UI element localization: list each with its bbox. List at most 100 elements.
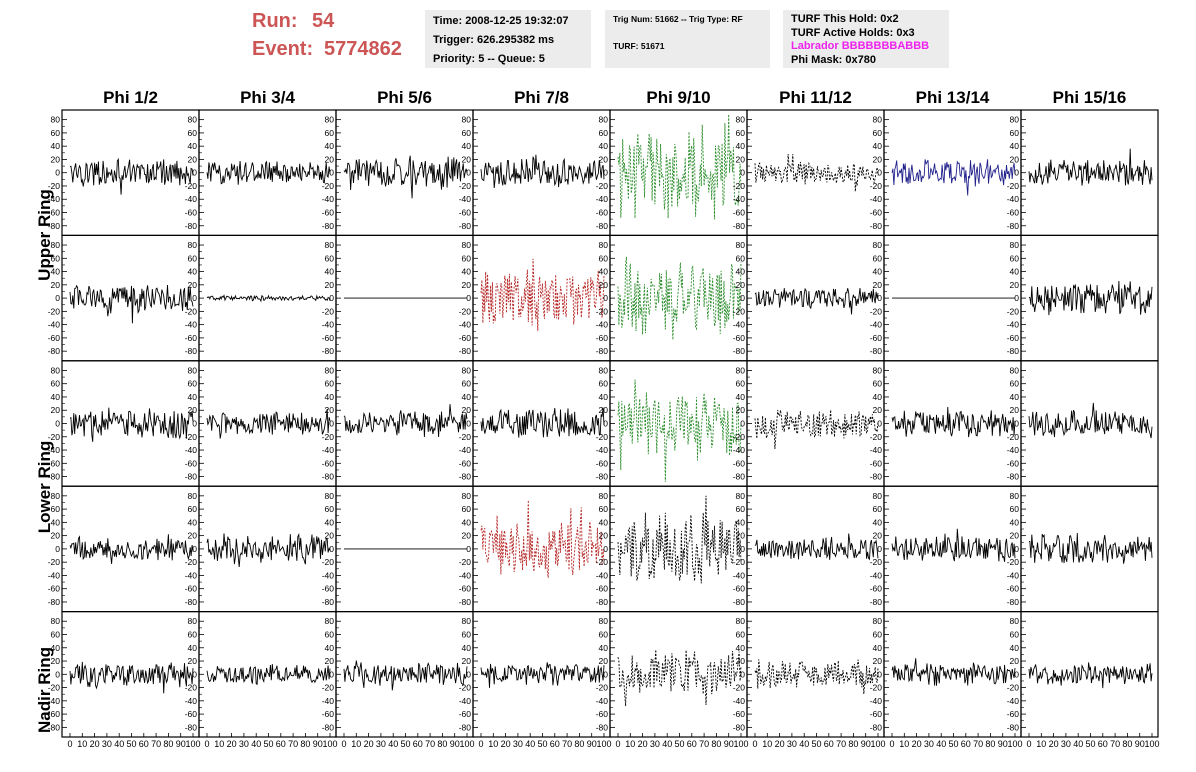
y-tick-label: 20 — [1010, 656, 1020, 666]
y-tick-label: 0 — [192, 669, 197, 679]
y-tick-label: 20 — [873, 531, 883, 541]
y-tick-label: 60 — [736, 379, 746, 389]
y-tick-label: 20 — [51, 154, 61, 164]
panel-frame — [1020, 360, 1159, 487]
x-tick-label: 20 — [90, 739, 100, 749]
y-tick-label: 40 — [462, 141, 472, 151]
waveform-panel-r1-c7: 80 60 40 20 0 -20 -40 -60 -80 — [870, 109, 1022, 237]
y-tick-label: 80 — [188, 240, 198, 250]
waveform-trace — [1028, 280, 1153, 316]
y-tick-label: 20 — [599, 405, 609, 415]
x-tick-label: 60 — [824, 739, 834, 749]
x-tick-label: 40 — [251, 739, 261, 749]
x-tick-label: 60 — [961, 739, 971, 749]
x-tick-label: 80 — [848, 739, 858, 749]
y-tick-label: -40 — [185, 445, 198, 455]
y-tick-label: -80 — [596, 346, 609, 356]
y-tick-label: -80 — [322, 597, 335, 607]
y-tick-label: 20 — [51, 280, 61, 290]
y-tick-label: -60 — [459, 584, 472, 594]
y-tick-label: 60 — [51, 128, 61, 138]
y-tick-label: -40 — [322, 194, 335, 204]
y-tick-label: 40 — [188, 141, 198, 151]
y-tick-label: -60 — [870, 709, 883, 719]
y-tick-label: -80 — [322, 346, 335, 356]
waveform-panel-r3-c2: 80 60 40 20 0 -20 -40 -60 -80 — [185, 360, 337, 487]
y-tick-label: 60 — [51, 630, 61, 640]
waveform-trace — [480, 662, 605, 688]
trig-info-box: Trig Num: 51662 -- Trig Type: RF TURF: 5… — [605, 10, 770, 68]
x-tick-label: 50 — [674, 739, 684, 749]
y-tick-label: -60 — [48, 584, 61, 594]
phi-header-8: Phi 15/16 — [1052, 88, 1127, 107]
y-tick-label: -20 — [459, 432, 472, 442]
waveform-panel-r4-c6: 80 60 40 20 0 -20 -40 -60 -80 — [733, 485, 885, 613]
y-tick-label: 20 — [51, 405, 61, 415]
y-tick-label: 80 — [736, 616, 746, 626]
waveform-panel-r3-c5: 80 60 40 20 0 -20 -40 -60 -80 — [596, 360, 748, 487]
y-tick-label: -20 — [870, 432, 883, 442]
x-tick-label: 0 — [752, 739, 757, 749]
waveform-trace — [754, 659, 879, 695]
panel-frame — [746, 360, 885, 487]
waveform-panel-r2-c8: 80 60 40 20 0 -20 -40 -60 -80 — [1007, 234, 1159, 362]
y-tick-label: 80 — [188, 115, 198, 125]
waveform-panel-r4-c1: 80 60 40 20 0 -20 -40 -60 -80 — [48, 485, 200, 613]
y-tick-label: 20 — [599, 531, 609, 541]
x-tick-label: 90 — [861, 739, 871, 749]
y-tick-label: 60 — [599, 379, 609, 389]
y-tick-label: 0 — [1014, 544, 1019, 554]
y-tick-label: 60 — [188, 379, 198, 389]
y-tick-label: -40 — [459, 696, 472, 706]
y-tick-label: -20 — [596, 181, 609, 191]
y-tick-label: -40 — [322, 320, 335, 330]
waveform-trace — [1028, 532, 1153, 564]
y-tick-label: 80 — [325, 491, 335, 501]
y-tick-label: 20 — [736, 405, 746, 415]
y-tick-label: 40 — [325, 267, 335, 277]
waveform-panel-r3-c7: 80 60 40 20 0 -20 -40 -60 -80 — [870, 360, 1022, 487]
y-tick-label: 0 — [466, 168, 471, 178]
y-tick-label: 80 — [462, 115, 472, 125]
y-tick-label: -60 — [322, 208, 335, 218]
waveform-trace — [617, 649, 742, 707]
y-tick-label: -40 — [48, 320, 61, 330]
y-tick-label: 40 — [736, 517, 746, 527]
y-tick-label: 80 — [736, 240, 746, 250]
y-tick-label: 40 — [873, 643, 883, 653]
y-tick-label: 80 — [736, 491, 746, 501]
panel-frame — [746, 610, 885, 738]
y-tick-label: 0 — [740, 669, 745, 679]
y-tick-label: -40 — [596, 445, 609, 455]
y-tick-label: 40 — [599, 643, 609, 653]
waveform-trace — [480, 407, 605, 438]
y-tick-label: 40 — [599, 517, 609, 527]
y-tick-label: 0 — [1014, 419, 1019, 429]
waveform-trace — [480, 154, 605, 189]
y-tick-label: -80 — [48, 346, 61, 356]
x-tick-label: 90 — [450, 739, 460, 749]
y-tick-label: -60 — [185, 458, 198, 468]
y-tick-label: -40 — [1007, 445, 1020, 455]
y-tick-label: 0 — [1014, 669, 1019, 679]
y-tick-label: 0 — [329, 168, 334, 178]
y-tick-label: -80 — [459, 597, 472, 607]
waveform-panel-r1-c4: 80 60 40 20 0 -20 -40 -60 -80 — [459, 109, 611, 237]
y-tick-label: 80 — [51, 240, 61, 250]
y-tick-label: -80 — [1007, 221, 1020, 231]
y-tick-label: -80 — [870, 346, 883, 356]
waveform-trace — [206, 408, 331, 439]
x-tick-label: 50 — [263, 739, 273, 749]
y-tick-label: -20 — [596, 683, 609, 693]
y-tick-label: 0 — [877, 544, 882, 554]
y-tick-label: -40 — [1007, 696, 1020, 706]
x-tick-label: 10 — [899, 739, 909, 749]
phi-header-6: Phi 11/12 — [779, 88, 852, 107]
waveform-trace — [69, 284, 194, 324]
y-tick-label: -20 — [870, 557, 883, 567]
y-tick-label: -20 — [870, 306, 883, 316]
y-tick-label: 60 — [1010, 253, 1020, 263]
y-tick-label: 40 — [462, 392, 472, 402]
y-tick-label: -80 — [870, 722, 883, 732]
